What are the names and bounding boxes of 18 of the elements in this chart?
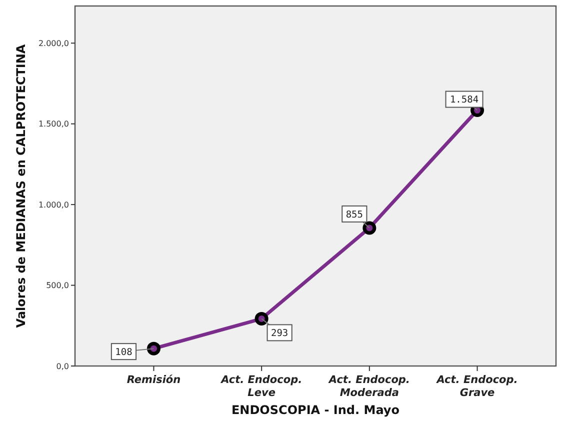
- y-tick-label: 2.000,0: [38, 38, 69, 48]
- data-label: 855: [346, 209, 364, 220]
- y-axis-title: Valores de MEDIANAS en CALPROTECTINA: [14, 44, 28, 328]
- data-label: 293: [270, 328, 288, 340]
- y-tick-label: 1.500,0: [38, 120, 69, 129]
- point: [362, 221, 376, 235]
- y-tick-label: 1.000,0: [38, 200, 69, 210]
- x-tick-label: Act. Endocop. Grave: [436, 374, 518, 399]
- x-tick-label: Act. Endocop. Moderada: [328, 374, 410, 399]
- point: [146, 342, 160, 356]
- x-axis-title: ENDOSCOPIA - Ind. Mayo: [231, 403, 400, 417]
- x-tick-label: Act. Endocop. Leve: [220, 374, 302, 399]
- data-label: 1.584: [450, 94, 479, 106]
- x-tick-label: Remisión: [126, 374, 181, 386]
- data-label: 108: [115, 346, 133, 358]
- y-tick-label: 500,0: [46, 281, 69, 290]
- y-tick-label: 0,0: [56, 362, 69, 371]
- point: [254, 312, 268, 326]
